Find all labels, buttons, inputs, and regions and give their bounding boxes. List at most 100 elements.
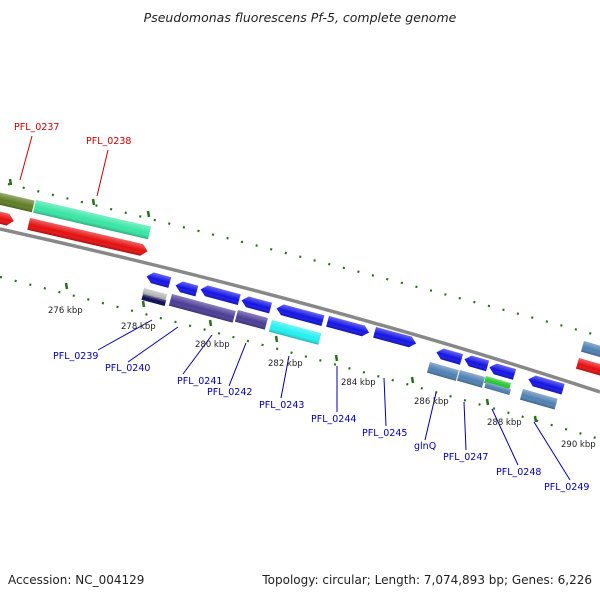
- accession-text: Accession: NC_004129: [8, 573, 145, 587]
- outer-gene-label[interactable]: PFL_0237: [14, 122, 59, 133]
- cds-shading: [373, 327, 417, 348]
- inner-gene-leader: [127, 326, 179, 363]
- map-title: Pseudomonas fluorescens Pf-5, complete g…: [143, 10, 457, 25]
- scale-major-tick: [485, 398, 490, 406]
- inner-gene-label[interactable]: PFL_0249: [544, 482, 589, 493]
- inner-gene-label[interactable]: PFL_0240: [105, 363, 150, 374]
- cds-feature: [0, 188, 35, 213]
- cds-feature: [175, 281, 199, 297]
- cds-feature: [241, 296, 272, 314]
- inner-gene-leader: [97, 319, 153, 351]
- inner-gene-label[interactable]: PFL_0244: [311, 414, 356, 425]
- outer-gene-leader: [19, 135, 33, 181]
- cds-feature: [484, 382, 511, 395]
- cds-shading: [484, 382, 511, 395]
- cds-feature: [141, 294, 167, 307]
- cds-shading: [580, 341, 600, 360]
- scale-major-tick: [274, 335, 279, 343]
- scale-label: 278 kbp: [121, 322, 156, 332]
- cds-shading: [484, 376, 511, 390]
- cds-feature: [489, 363, 516, 380]
- inner-gene-leader: [280, 355, 290, 399]
- cds-feature: [484, 376, 511, 390]
- cds-shading: [234, 310, 268, 330]
- scale-major-tick: [334, 354, 339, 362]
- cds-feature: [276, 304, 325, 327]
- cds-shading: [168, 294, 236, 323]
- cds-feature: [168, 294, 236, 323]
- scale-major-tick: [141, 300, 146, 308]
- cds-shading: [0, 188, 35, 213]
- cds-feature: [142, 288, 168, 301]
- cds-shading: [276, 304, 325, 327]
- scale-major-tick: [91, 198, 96, 206]
- inner-gene-label[interactable]: PFL_0248: [496, 467, 541, 478]
- cds-shading: [326, 316, 370, 337]
- inner-gene-leader: [228, 342, 247, 387]
- cds-feature: [464, 355, 490, 372]
- cds-feature: [436, 348, 463, 365]
- cds-shading: [33, 200, 151, 240]
- genome-backbone: [0, 227, 600, 394]
- cds-shading: [27, 218, 148, 256]
- cds-feature: [200, 285, 241, 305]
- scale-label: 286 kbp: [414, 397, 449, 407]
- cds-shading: [241, 296, 272, 314]
- cds-feature: [326, 316, 370, 337]
- outer-gene-leader: [96, 149, 109, 197]
- inner-gene-label[interactable]: glnQ: [414, 441, 436, 452]
- scale-label: 276 kbp: [48, 306, 83, 316]
- cds-shading: [426, 362, 459, 381]
- cds-feature: [146, 272, 172, 288]
- scale-major-tick: [533, 415, 538, 423]
- scale-major-tick: [208, 319, 213, 327]
- cds-feature: [575, 358, 600, 377]
- cds-shading: [200, 285, 241, 305]
- scale-major-tick: [410, 376, 415, 384]
- scale-label: 282 kbp: [268, 359, 303, 369]
- inner-gene-label[interactable]: PFL_0245: [362, 428, 407, 439]
- inner-gene-leader: [383, 377, 387, 427]
- cds-feature: [0, 207, 14, 226]
- scale-label: 284 kbp: [341, 378, 376, 388]
- cds-feature: [456, 370, 485, 388]
- inner-gene-leader: [533, 421, 571, 481]
- cds-shading: [146, 272, 172, 288]
- scale-major-tick: [8, 178, 13, 186]
- scale-major-tick: [146, 210, 151, 218]
- cds-shading: [268, 320, 322, 345]
- outer-gene-label[interactable]: PFL_0238: [86, 136, 131, 147]
- cds-shading: [519, 389, 558, 410]
- cds-feature: [27, 218, 148, 256]
- cds-feature: [268, 320, 322, 345]
- cds-shading: [464, 355, 490, 372]
- outer-tick-ring: [7, 182, 600, 338]
- cds-feature: [519, 389, 558, 410]
- cds-shading: [0, 207, 14, 226]
- scale-label: 290 kbp: [561, 440, 596, 450]
- cds-shading: [528, 375, 565, 395]
- scale-major-tick: [64, 282, 69, 290]
- cds-feature: [234, 310, 268, 330]
- cds-shading: [175, 281, 199, 297]
- cds-shading: [489, 363, 516, 380]
- inner-gene-label[interactable]: PFL_0247: [443, 452, 488, 463]
- cds-shading: [456, 370, 485, 388]
- cds-shading: [575, 358, 600, 377]
- inner-gene-label[interactable]: PFL_0242: [207, 387, 252, 398]
- inner-gene-leader: [463, 401, 467, 451]
- cds-feature: [580, 341, 600, 360]
- cds-feature: [373, 327, 417, 348]
- inner-gene-leader: [424, 392, 437, 441]
- topology-text: Topology: circular; Length: 7,074,893 bp…: [262, 573, 592, 587]
- inner-gene-leader: [491, 408, 519, 466]
- inner-gene-label[interactable]: PFL_0243: [259, 400, 304, 411]
- cds-shading: [436, 348, 463, 365]
- scale-label: 288 kbp: [487, 418, 522, 428]
- inner-gene-label[interactable]: PFL_0239: [53, 351, 98, 362]
- cds-feature: [33, 200, 151, 240]
- inner-gene-label[interactable]: PFL_0241: [177, 376, 222, 387]
- cds-shading: [142, 288, 168, 301]
- cds-shading: [141, 294, 167, 307]
